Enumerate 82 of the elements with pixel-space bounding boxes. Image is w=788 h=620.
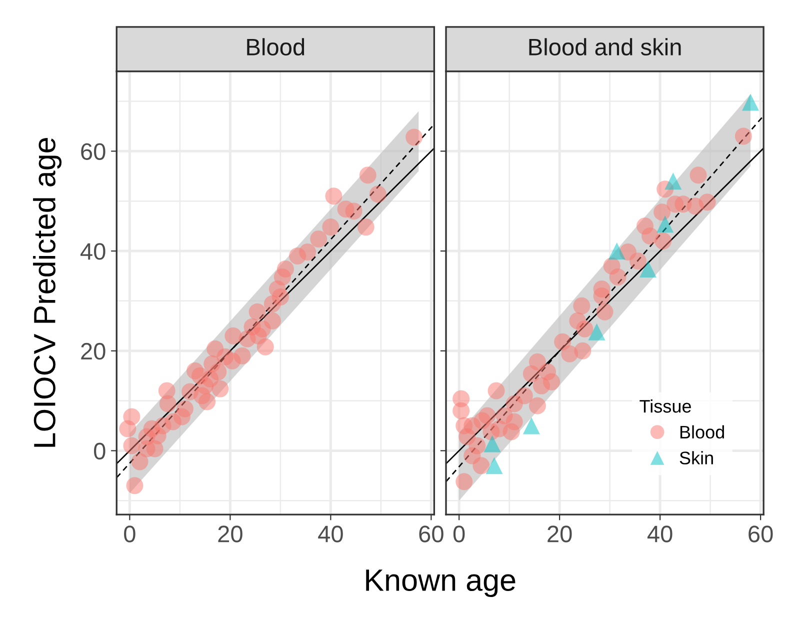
- point: [522, 365, 540, 382]
- point: [573, 297, 590, 314]
- point: [593, 287, 610, 304]
- point: [322, 218, 340, 236]
- legend-label: Blood: [680, 425, 724, 439]
- point: [588, 323, 606, 340]
- point: [224, 327, 242, 344]
- point: [345, 202, 362, 220]
- point: [126, 477, 144, 494]
- point: [299, 244, 316, 261]
- point: [654, 204, 671, 221]
- y-tick-label: 40: [80, 243, 106, 260]
- x-tick-label: 40: [647, 526, 672, 542]
- x-tick-label: 20: [548, 526, 572, 542]
- point: [452, 402, 470, 420]
- point: [690, 166, 707, 184]
- x-tick-label: 40: [318, 526, 343, 542]
- point: [654, 232, 672, 250]
- point: [576, 320, 594, 338]
- point: [516, 387, 533, 404]
- y-axis-title: LOIOCV Predicted age: [33, 138, 62, 447]
- point: [186, 362, 204, 380]
- point: [698, 194, 716, 211]
- point: [234, 347, 251, 364]
- point: [202, 370, 219, 388]
- point: [642, 228, 659, 245]
- point: [359, 166, 376, 184]
- point: [325, 188, 342, 205]
- point: [528, 397, 546, 414]
- point: [629, 252, 646, 270]
- point: [131, 453, 148, 470]
- point: [357, 218, 374, 236]
- legend-label: Skin: [680, 451, 713, 464]
- point: [596, 303, 614, 320]
- legend-title: Tissue: [640, 399, 691, 413]
- x-tick-label: 20: [218, 526, 242, 542]
- x-tick-label: 0: [124, 526, 136, 542]
- point: [406, 128, 423, 146]
- point: [119, 420, 136, 438]
- x-axis-title: Known age: [366, 570, 516, 598]
- point: [664, 172, 682, 190]
- point: [472, 457, 490, 474]
- point: [310, 230, 328, 248]
- point: [742, 94, 760, 111]
- x-tick-label: 60: [419, 526, 444, 542]
- chart-title: Blood: [247, 38, 304, 56]
- point: [369, 186, 386, 203]
- point: [543, 373, 560, 390]
- chart-title: Blood and skin: [529, 38, 681, 56]
- point: [176, 400, 194, 418]
- point: [482, 423, 500, 440]
- point: [456, 473, 473, 490]
- point: [640, 260, 657, 278]
- point: [164, 413, 182, 430]
- point: [248, 303, 266, 320]
- y-tick-label: 0: [94, 442, 106, 460]
- point: [254, 320, 271, 338]
- point: [138, 440, 156, 458]
- point: [264, 295, 281, 312]
- point: [159, 395, 176, 412]
- y-tick-label: 60: [81, 143, 106, 160]
- point: [502, 423, 520, 440]
- point: [486, 457, 503, 474]
- point: [554, 333, 572, 350]
- point: [194, 387, 211, 404]
- point: [488, 382, 505, 400]
- x-tick-label: 60: [748, 526, 773, 542]
- point: [478, 407, 496, 424]
- point: [656, 216, 674, 233]
- point: [212, 380, 229, 398]
- point: [149, 427, 166, 444]
- point: [561, 345, 578, 362]
- x-tick-label: 0: [453, 526, 465, 542]
- point: [256, 338, 274, 356]
- y-tick-label: 20: [81, 342, 106, 360]
- point: [609, 268, 626, 286]
- point: [238, 330, 256, 348]
- point: [123, 437, 140, 454]
- point: [522, 417, 540, 434]
- point: [484, 435, 501, 452]
- point: [608, 242, 626, 260]
- point: [734, 128, 752, 145]
